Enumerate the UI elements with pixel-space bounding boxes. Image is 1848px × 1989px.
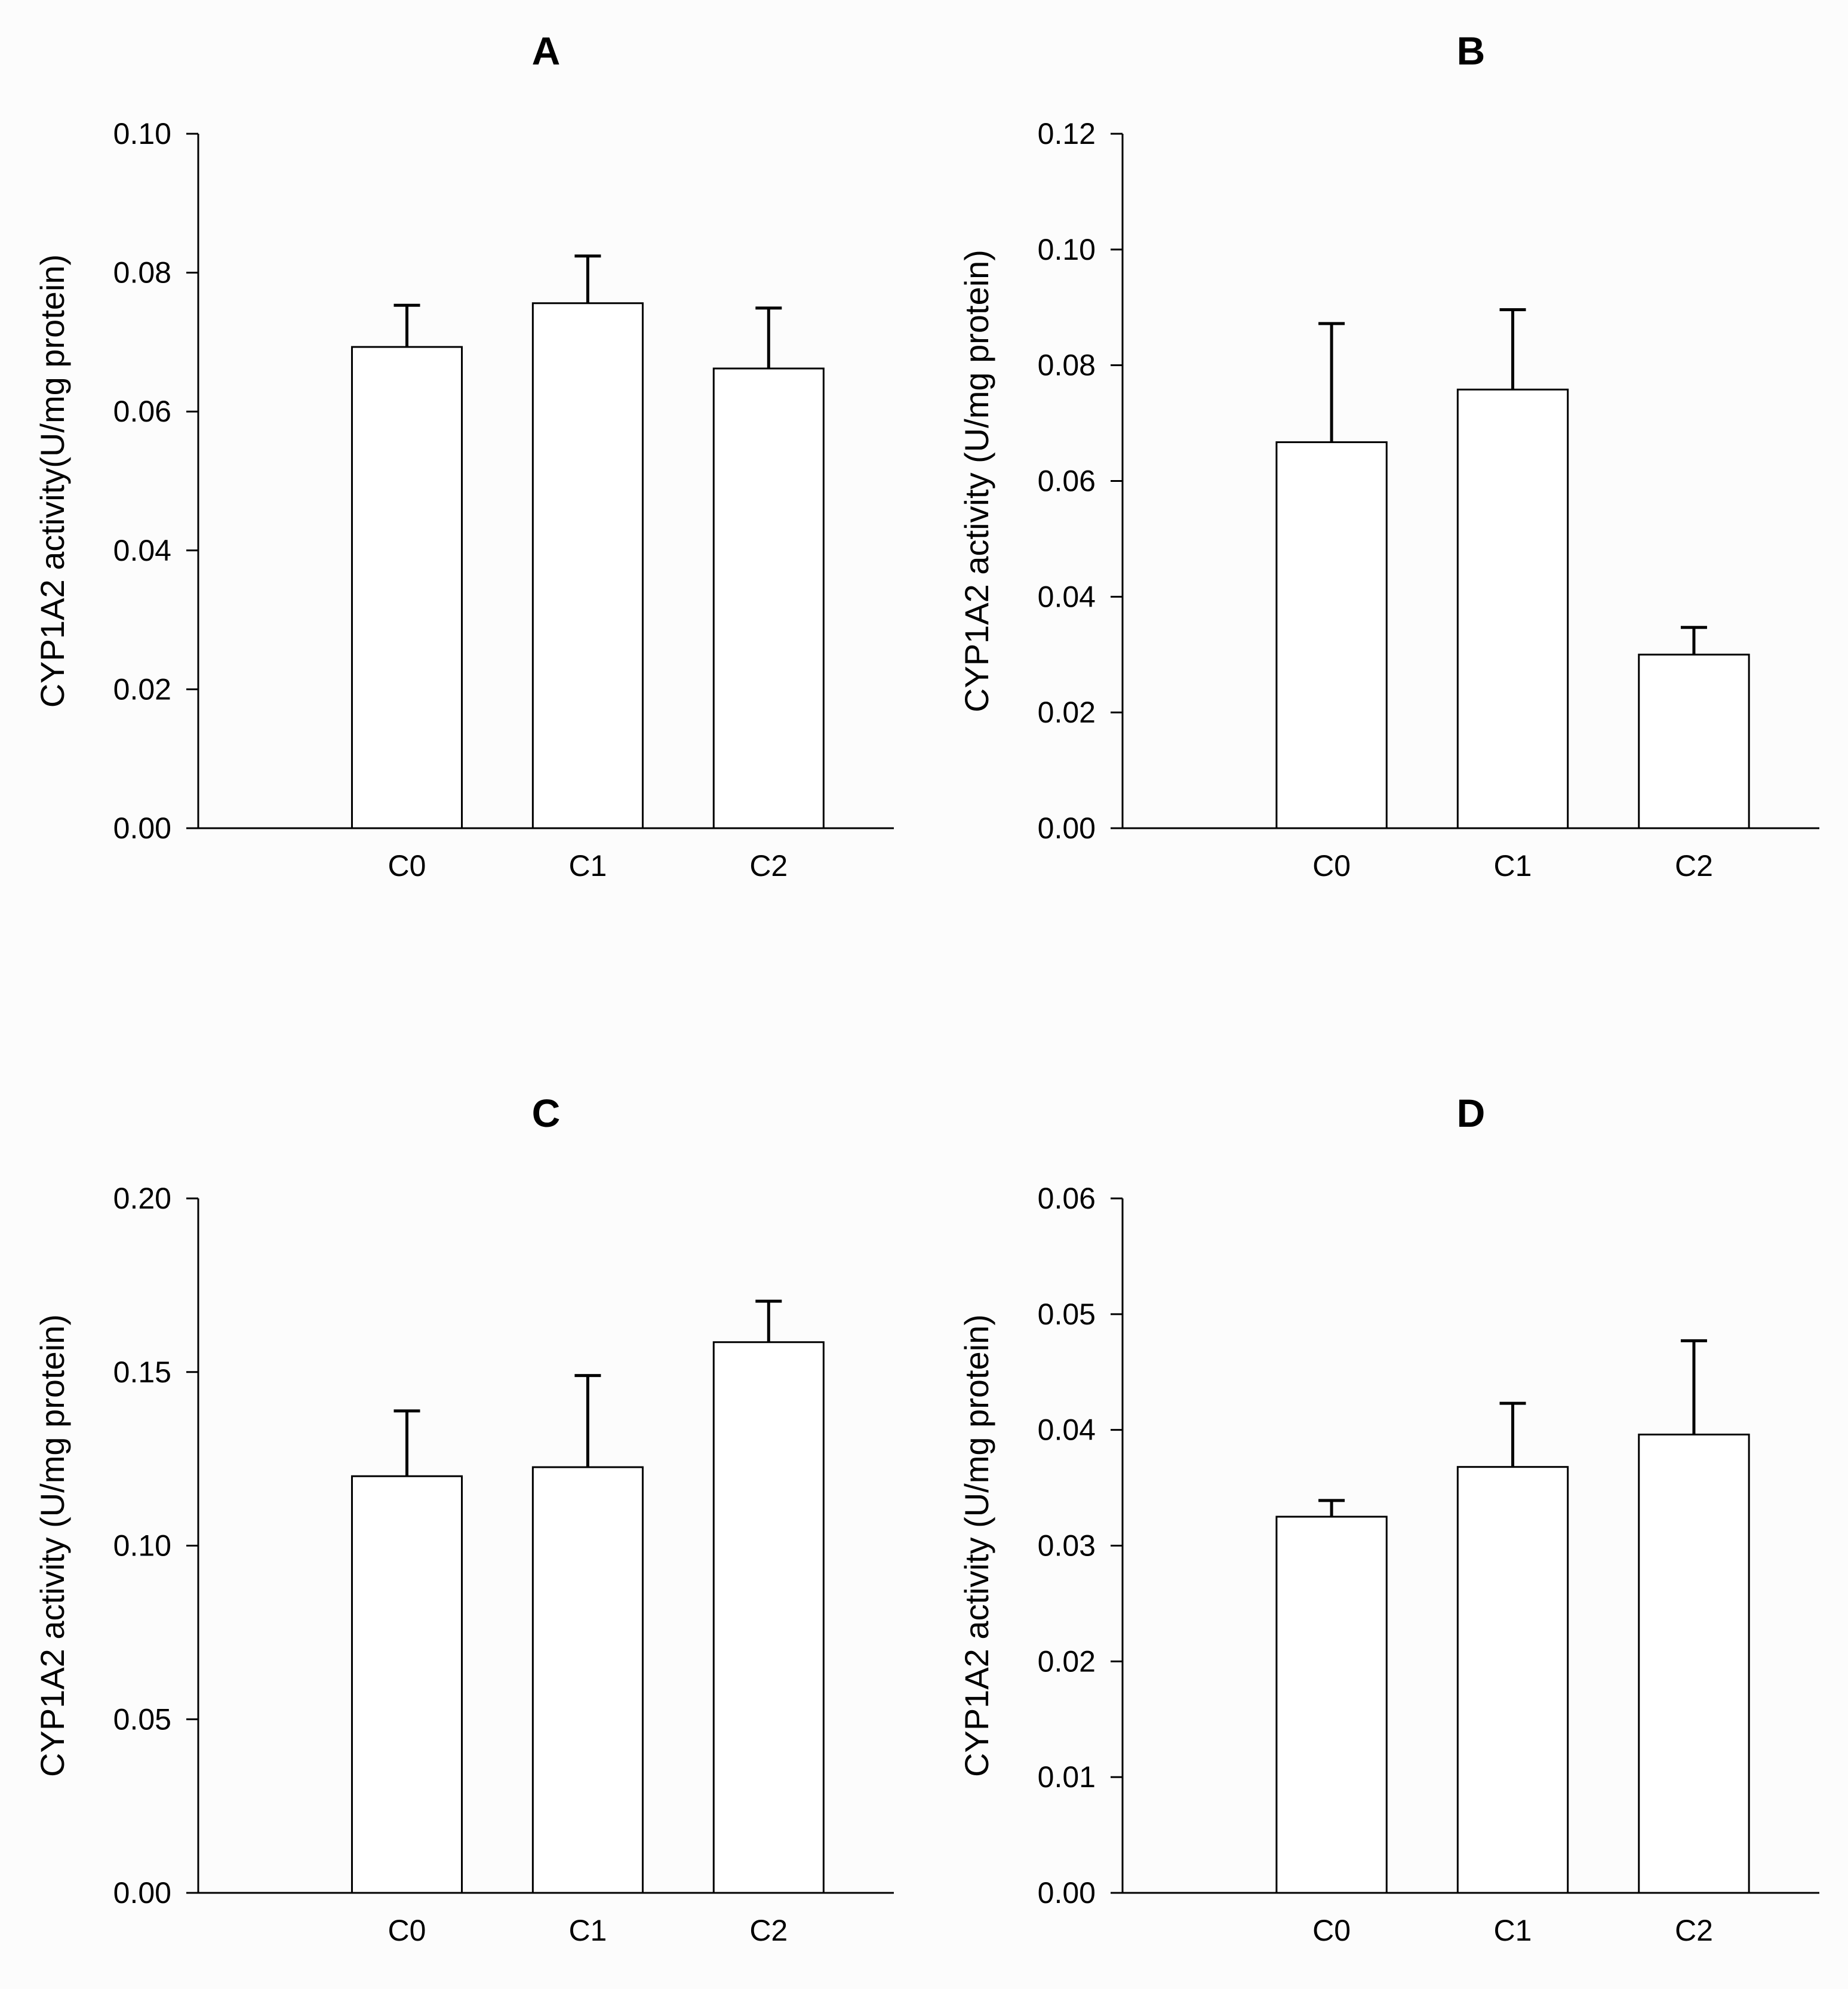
panel-d: D CYP1A2 activity (U/mg protein) 0.000.0… xyxy=(958,1091,1819,1947)
bar-c1 xyxy=(531,1466,644,1894)
error-bar-c1 xyxy=(1499,308,1526,390)
y-tick-label: 0.10 xyxy=(1038,233,1096,266)
x-tick-label: C2 xyxy=(1675,849,1713,883)
y-tick-label: 0.10 xyxy=(113,117,171,150)
bar-c2 xyxy=(1638,653,1750,829)
bar-c0 xyxy=(350,1475,463,1894)
y-tick-label: 0.00 xyxy=(113,811,171,845)
bar-c1 xyxy=(531,302,644,829)
bar-c2 xyxy=(712,367,825,829)
x-tick-label: C0 xyxy=(1312,849,1351,883)
error-bar-c0 xyxy=(1318,1499,1345,1517)
y-tick-label: 0.05 xyxy=(113,1702,171,1736)
bars xyxy=(1275,308,1750,829)
x-tick-label: C2 xyxy=(1675,1914,1713,1947)
y-tick-label: 0.02 xyxy=(1038,1644,1096,1678)
y-tick-label: 0.03 xyxy=(1038,1529,1096,1563)
y-tick-label: 0.00 xyxy=(1038,1876,1096,1910)
y-axis-label: CYP1A2 activity (U/mg protein) xyxy=(958,250,995,712)
y-axis-label: CYP1A2 activity (U/mg protein) xyxy=(33,1314,71,1777)
y-tick-label: 0.02 xyxy=(1038,696,1096,729)
axes-lines xyxy=(197,134,894,829)
x-tick-label: C1 xyxy=(568,849,607,883)
bar-c1 xyxy=(1456,1466,1569,1894)
error-bar-c2 xyxy=(755,1299,782,1342)
y-tick-label: 0.15 xyxy=(113,1355,171,1389)
panel-title: C xyxy=(532,1091,561,1135)
x-tick-label: C0 xyxy=(388,1914,426,1947)
y-ticks: 0.00 0.02 0.04 0.06 0.08 0.10 0.12 xyxy=(1038,117,1123,845)
y-tick-label: 0.01 xyxy=(1038,1760,1096,1794)
y-tick-label: 0.04 xyxy=(1038,1413,1096,1447)
x-tick-label: C1 xyxy=(568,1914,607,1947)
bar-c2 xyxy=(1638,1433,1750,1894)
axes-lines xyxy=(197,1198,894,1894)
y-tick-label: 0.12 xyxy=(1038,117,1096,150)
bars xyxy=(350,1299,825,1894)
panel-a: A CYP1A2 activity(U/mg protein) 0.00 0.02… xyxy=(33,29,894,883)
y-ticks: 0.00 0.02 0.04 0.06 0.08 0.10 xyxy=(113,117,198,845)
x-tick-label: C0 xyxy=(388,849,426,883)
bars xyxy=(350,254,825,829)
y-tick-label: 0.06 xyxy=(1038,465,1096,498)
y-tick-label: 0.02 xyxy=(113,672,171,706)
y-tick-label: 0.06 xyxy=(1038,1182,1096,1215)
x-tick-labels: C0 C1 C2 xyxy=(388,849,788,883)
bar-c1 xyxy=(1456,388,1569,829)
y-axis-label: CYP1A2 activity (U/mg protein) xyxy=(958,1314,995,1777)
y-tick-label: 0.10 xyxy=(113,1529,171,1563)
bar-c0 xyxy=(1275,441,1388,829)
y-tick-label: 0.20 xyxy=(113,1182,171,1215)
x-tick-labels: C0 C1 C2 xyxy=(1312,1914,1713,1947)
y-tick-label: 0.00 xyxy=(113,1876,171,1910)
y-tick-label: 0.00 xyxy=(1038,811,1096,845)
bars xyxy=(1275,1339,1750,1894)
panel-title: B xyxy=(1457,29,1486,73)
x-tick-label: C2 xyxy=(749,849,788,883)
x-tick-label: C1 xyxy=(1494,849,1532,883)
panel-title: D xyxy=(1457,1091,1486,1135)
x-tick-labels: C0 C1 C2 xyxy=(1312,849,1713,883)
y-tick-label: 0.04 xyxy=(1038,580,1096,613)
panel-b: B CYP1A2 activity (U/mg protein) 0.000.0… xyxy=(958,29,1819,883)
error-bar-c0 xyxy=(393,303,420,348)
y-tick-label: 0.08 xyxy=(113,256,171,290)
y-ticks: 0.00 0.05 0.10 0.15 0.20 xyxy=(113,1182,198,1910)
error-bar-c0 xyxy=(393,1409,420,1477)
x-tick-label: C0 xyxy=(1312,1914,1351,1947)
error-bar-c2 xyxy=(1680,626,1707,655)
axes-lines xyxy=(1121,134,1819,829)
error-bar-c1 xyxy=(574,1374,601,1468)
y-tick-label: 0.08 xyxy=(1038,349,1096,382)
panel-title: A xyxy=(532,29,561,73)
bar-c0 xyxy=(350,346,463,829)
y-axis-label: CYP1A2 activity(U/mg protein) xyxy=(33,254,71,708)
x-tick-label: C1 xyxy=(1494,1914,1532,1947)
y-ticks: 0.00 0.01 0.02 0.03 0.04 0.05 0.06 xyxy=(1038,1182,1123,1910)
error-bar-c2 xyxy=(755,306,782,369)
error-bar-c1 xyxy=(574,254,601,303)
bar-c0 xyxy=(1275,1515,1388,1894)
error-bar-c2 xyxy=(1680,1339,1707,1435)
y-tick-label: 0.05 xyxy=(1038,1298,1096,1331)
y-tick-label: 0.06 xyxy=(113,395,171,428)
bar-c2 xyxy=(712,1341,825,1894)
error-bar-c1 xyxy=(1499,1401,1526,1467)
y-tick-label: 0.04 xyxy=(113,534,171,567)
x-tick-labels: C0 C1 C2 xyxy=(388,1914,788,1947)
axes-lines xyxy=(1121,1198,1819,1894)
panel-c: C CYP1A2 activity (U/mg protein) 0.000.0… xyxy=(33,1091,894,1947)
error-bar-c0 xyxy=(1318,322,1345,442)
x-tick-label: C2 xyxy=(749,1914,788,1947)
